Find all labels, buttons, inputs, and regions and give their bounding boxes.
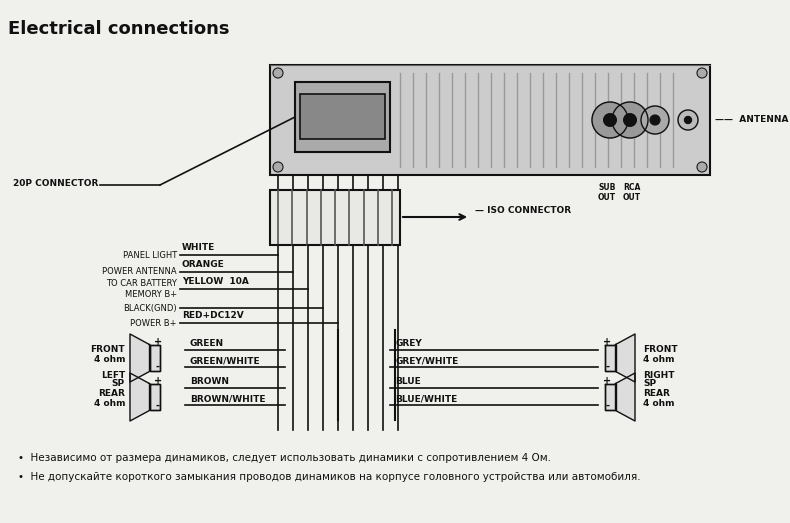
Text: RIGHT: RIGHT	[643, 370, 675, 380]
Polygon shape	[615, 373, 635, 421]
Bar	[270, 190, 400, 245]
Circle shape	[273, 68, 283, 78]
Text: 4 ohm: 4 ohm	[93, 399, 125, 407]
Text: GREEN: GREEN	[190, 339, 224, 348]
Text: TO CAR BATTERY
MEMORY B+: TO CAR BATTERY MEMORY B+	[106, 279, 177, 299]
Text: Electrical connections: Electrical connections	[8, 20, 230, 38]
Circle shape	[623, 113, 636, 126]
Bar	[300, 94, 385, 139]
Text: -: -	[605, 362, 609, 372]
Polygon shape	[130, 334, 149, 382]
Text: GREY/WHITE: GREY/WHITE	[395, 356, 458, 365]
Circle shape	[678, 110, 698, 130]
Text: WHITE: WHITE	[182, 243, 215, 252]
Text: BROWN/WHITE: BROWN/WHITE	[190, 394, 265, 403]
Text: POWER ANTENNA: POWER ANTENNA	[103, 267, 177, 277]
Text: FRONT: FRONT	[643, 346, 678, 355]
Circle shape	[273, 162, 283, 172]
Circle shape	[592, 102, 628, 138]
Circle shape	[684, 117, 691, 123]
Text: — ISO CONNECTOR: — ISO CONNECTOR	[475, 206, 571, 215]
Text: REAR: REAR	[98, 389, 125, 397]
Text: BLACK(GND): BLACK(GND)	[123, 303, 177, 313]
Circle shape	[641, 106, 669, 134]
Bar	[149, 345, 160, 371]
Bar	[270, 65, 710, 175]
Text: SP: SP	[112, 380, 125, 389]
Text: •  Независимо от размера динамиков, следует использовать динамики с сопротивлени: • Независимо от размера динамиков, следу…	[18, 453, 551, 463]
Text: 4 ohm: 4 ohm	[643, 356, 675, 365]
Circle shape	[697, 68, 707, 78]
Text: 4 ohm: 4 ohm	[643, 399, 675, 407]
Text: -: -	[156, 401, 160, 411]
Text: +: +	[154, 376, 162, 386]
Text: •  Не допускайте короткого замыкания проводов динамиков на корпусе головного уст: • Не допускайте короткого замыкания пров…	[18, 472, 641, 482]
Text: GREEN/WHITE: GREEN/WHITE	[190, 356, 261, 365]
Text: 4 ohm: 4 ohm	[93, 356, 125, 365]
Text: +: +	[603, 376, 611, 386]
Bar	[295, 82, 390, 152]
Bar	[605, 345, 615, 371]
Text: 20P CONNECTOR: 20P CONNECTOR	[13, 179, 98, 188]
Bar	[149, 383, 160, 411]
Text: LEFT: LEFT	[101, 370, 125, 380]
Text: YELLOW  10A: YELLOW 10A	[182, 277, 249, 286]
Bar	[605, 383, 615, 411]
Circle shape	[650, 115, 660, 125]
Text: +: +	[603, 337, 611, 347]
Text: RED+DC12V: RED+DC12V	[182, 311, 244, 320]
Polygon shape	[130, 373, 149, 421]
Text: ORANGE: ORANGE	[182, 260, 224, 269]
Text: FRONT: FRONT	[90, 346, 125, 355]
Circle shape	[697, 162, 707, 172]
Text: POWER B+: POWER B+	[130, 319, 177, 327]
Text: -: -	[605, 401, 609, 411]
Text: SP: SP	[643, 380, 656, 389]
Circle shape	[612, 102, 648, 138]
Text: GREY: GREY	[395, 339, 422, 348]
Circle shape	[604, 113, 616, 126]
Text: PANEL LIGHT: PANEL LIGHT	[122, 251, 177, 259]
Text: SUB
OUT: SUB OUT	[598, 183, 616, 202]
Text: ——  ANTENNA PLUG: —— ANTENNA PLUG	[715, 116, 790, 124]
Text: BLUE: BLUE	[395, 377, 421, 386]
Polygon shape	[615, 334, 635, 382]
Text: REAR: REAR	[643, 389, 670, 397]
Text: RCA
OUT: RCA OUT	[623, 183, 641, 202]
Text: BLUE/WHITE: BLUE/WHITE	[395, 394, 457, 403]
Text: +: +	[154, 337, 162, 347]
Text: BROWN: BROWN	[190, 377, 229, 386]
Text: -: -	[156, 362, 160, 372]
